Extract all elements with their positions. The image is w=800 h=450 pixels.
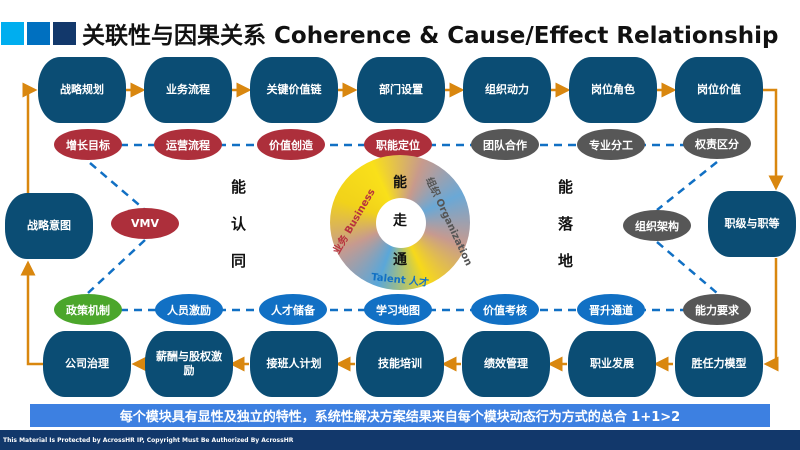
oval: 团队合作 (471, 129, 539, 160)
summary-banner: 每个模块具有显性及独立的特性，系统性解决方案结果来自每个模块动态行为方式的总合 … (30, 404, 770, 427)
bottom-box: 接班人计划 (250, 331, 338, 397)
oval: 职能定位 (364, 129, 432, 160)
logo-square-3 (53, 22, 76, 45)
left-vertical-char: 同 (231, 252, 247, 270)
vmv-oval: VMV (111, 208, 179, 239)
flow-arrows (20, 82, 784, 372)
bottom-box: 薪酬与股权激励 (145, 331, 233, 397)
bottom-box: 公司治理 (43, 331, 131, 397)
oval: 价值考核 (471, 294, 539, 325)
right-vertical-char: 地 (558, 252, 574, 270)
center-char: 通 (393, 252, 407, 268)
top-box: 战略规划 (38, 57, 126, 123)
bottom-box: 技能培训 (356, 331, 444, 397)
org-arch-oval: 组织架构 (623, 210, 691, 241)
top-box: 岗位角色 (569, 57, 657, 123)
center-char: 走 (393, 213, 407, 229)
oval: 晋升通道 (577, 294, 645, 325)
oval: 权责区分 (683, 128, 751, 159)
center-char: 能 (393, 175, 407, 191)
left-vertical-char: 能 (231, 178, 247, 196)
top-box: 业务流程 (144, 57, 232, 123)
top-box: 岗位价值 (675, 57, 763, 123)
left-box: 战略意图 (5, 193, 93, 259)
right-vertical-char: 落 (558, 215, 574, 233)
oval: 人才储备 (259, 294, 327, 325)
bottom-box: 绩效管理 (462, 331, 550, 397)
oval: 价值创造 (257, 129, 325, 160)
bottom-box: 胜任力模型 (675, 331, 763, 397)
right-vertical-char: 能 (558, 178, 574, 196)
right-box: 职级与职等 (708, 191, 796, 257)
oval: 人员激励 (155, 294, 223, 325)
top-box: 组织动力 (463, 57, 551, 123)
page-title: 关联性与因果关系 Coherence & Cause/Effect Relati… (82, 23, 779, 49)
center-hole (376, 198, 426, 248)
logo-square-2 (27, 22, 50, 45)
bottom-box: 职业发展 (568, 331, 656, 397)
oval: 学习地图 (364, 294, 432, 325)
left-vertical-char: 认 (231, 215, 247, 233)
oval: 增长目标 (54, 129, 122, 160)
top-box: 关键价值链 (250, 57, 338, 123)
oval: 能力要求 (683, 294, 751, 325)
footer-copyright: This Material Is Protected by AcrossHR I… (0, 430, 800, 450)
oval: 政策机制 (54, 294, 122, 325)
logo-square-1 (1, 22, 24, 45)
oval: 运营流程 (154, 129, 222, 160)
top-box: 部门设置 (357, 57, 445, 123)
oval: 专业分工 (577, 129, 645, 160)
